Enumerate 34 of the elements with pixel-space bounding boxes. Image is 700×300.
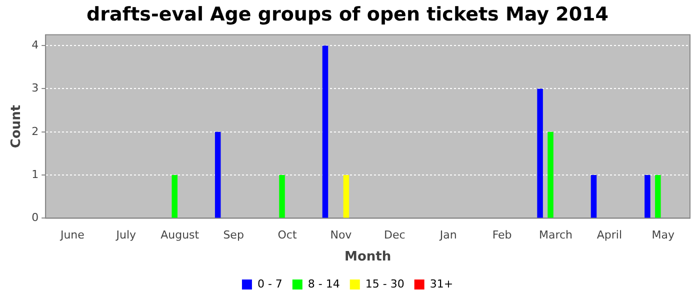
bar (214, 132, 221, 218)
legend-label: 8 - 14 (308, 277, 340, 290)
chart-title: drafts-eval Age groups of open tickets May 2014 (86, 3, 608, 26)
x-tick-label: Nov (330, 228, 352, 242)
x-axis-title: Month (344, 250, 392, 265)
legend-label: 15 - 30 (365, 277, 404, 290)
y-axis-title: Count (9, 104, 24, 148)
x-tick-label: July (115, 228, 137, 242)
y-tick-label: 2 (32, 124, 39, 138)
y-tick-label: 3 (32, 82, 39, 95)
legend-label: 31+ (430, 277, 454, 290)
x-tick-label: Feb (492, 228, 512, 242)
x-tick-label: May (652, 228, 676, 242)
y-tick-label: 4 (32, 38, 39, 52)
y-tick-label: 0 (32, 211, 39, 224)
bar (655, 175, 661, 218)
x-tick-label: Jan (438, 228, 457, 242)
x-tick-label: August (160, 228, 200, 242)
x-tick-label: April (596, 228, 622, 242)
bar (343, 175, 350, 218)
x-tick-label: Oct (278, 228, 298, 242)
x-tick-label: Dec (384, 228, 406, 242)
bar (322, 46, 328, 218)
bar (537, 88, 543, 218)
x-tick-label: June (59, 228, 85, 242)
bar (172, 175, 178, 218)
x-tick-label: March (538, 228, 573, 242)
bar (590, 175, 597, 218)
legend-label: 0 - 7 (257, 277, 282, 290)
bar (644, 175, 650, 218)
bar (548, 132, 554, 218)
y-tick-label: 1 (32, 168, 39, 181)
x-tick-label: Sep (223, 228, 244, 242)
bar (279, 175, 285, 218)
